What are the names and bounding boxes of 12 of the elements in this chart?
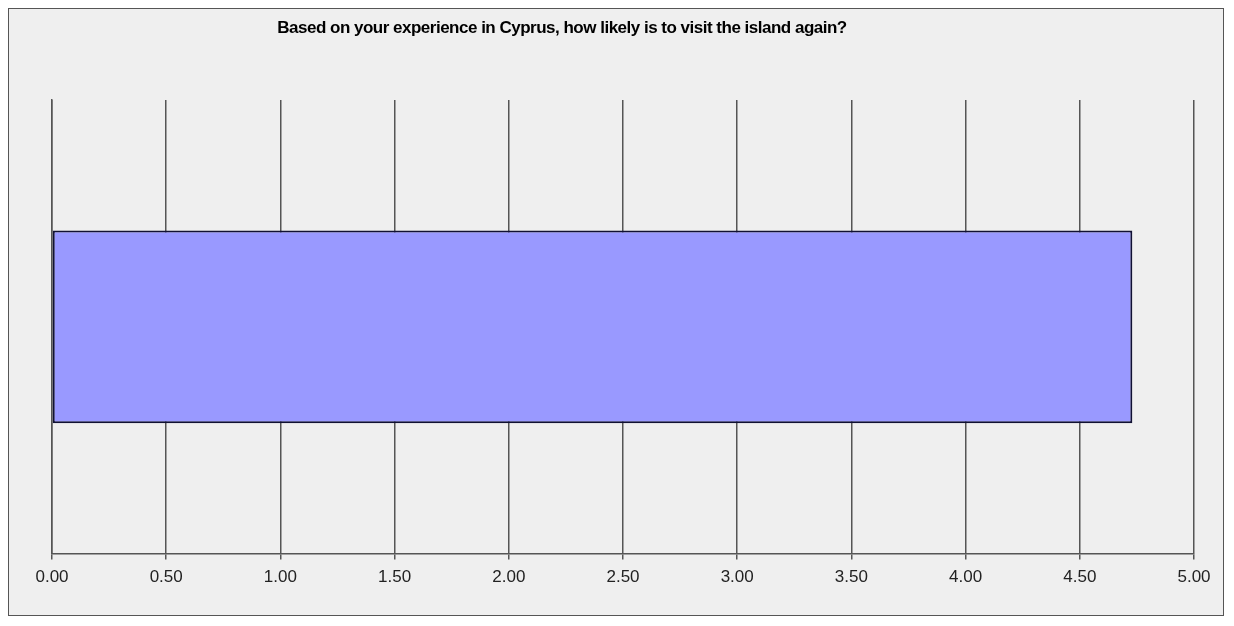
x-tick-label: 1.50: [378, 567, 412, 587]
x-tick-label: 2.00: [492, 567, 526, 587]
x-tick-label: 2.50: [606, 567, 640, 587]
x-tick-label: 4.50: [1063, 567, 1097, 587]
x-tick-label: 0.50: [149, 567, 183, 587]
x-tick-label: 4.00: [949, 567, 983, 587]
x-tick-label: 1.00: [263, 567, 297, 587]
x-tick-label: 0.00: [35, 567, 69, 587]
x-tick-label: 3.00: [720, 567, 754, 587]
x-tick-label: 3.50: [834, 567, 868, 587]
x-tick-label: 5.00: [1177, 567, 1211, 587]
chart-title: Based on your experience in Cyprus, how likely is to visit the island again?: [276, 18, 848, 38]
